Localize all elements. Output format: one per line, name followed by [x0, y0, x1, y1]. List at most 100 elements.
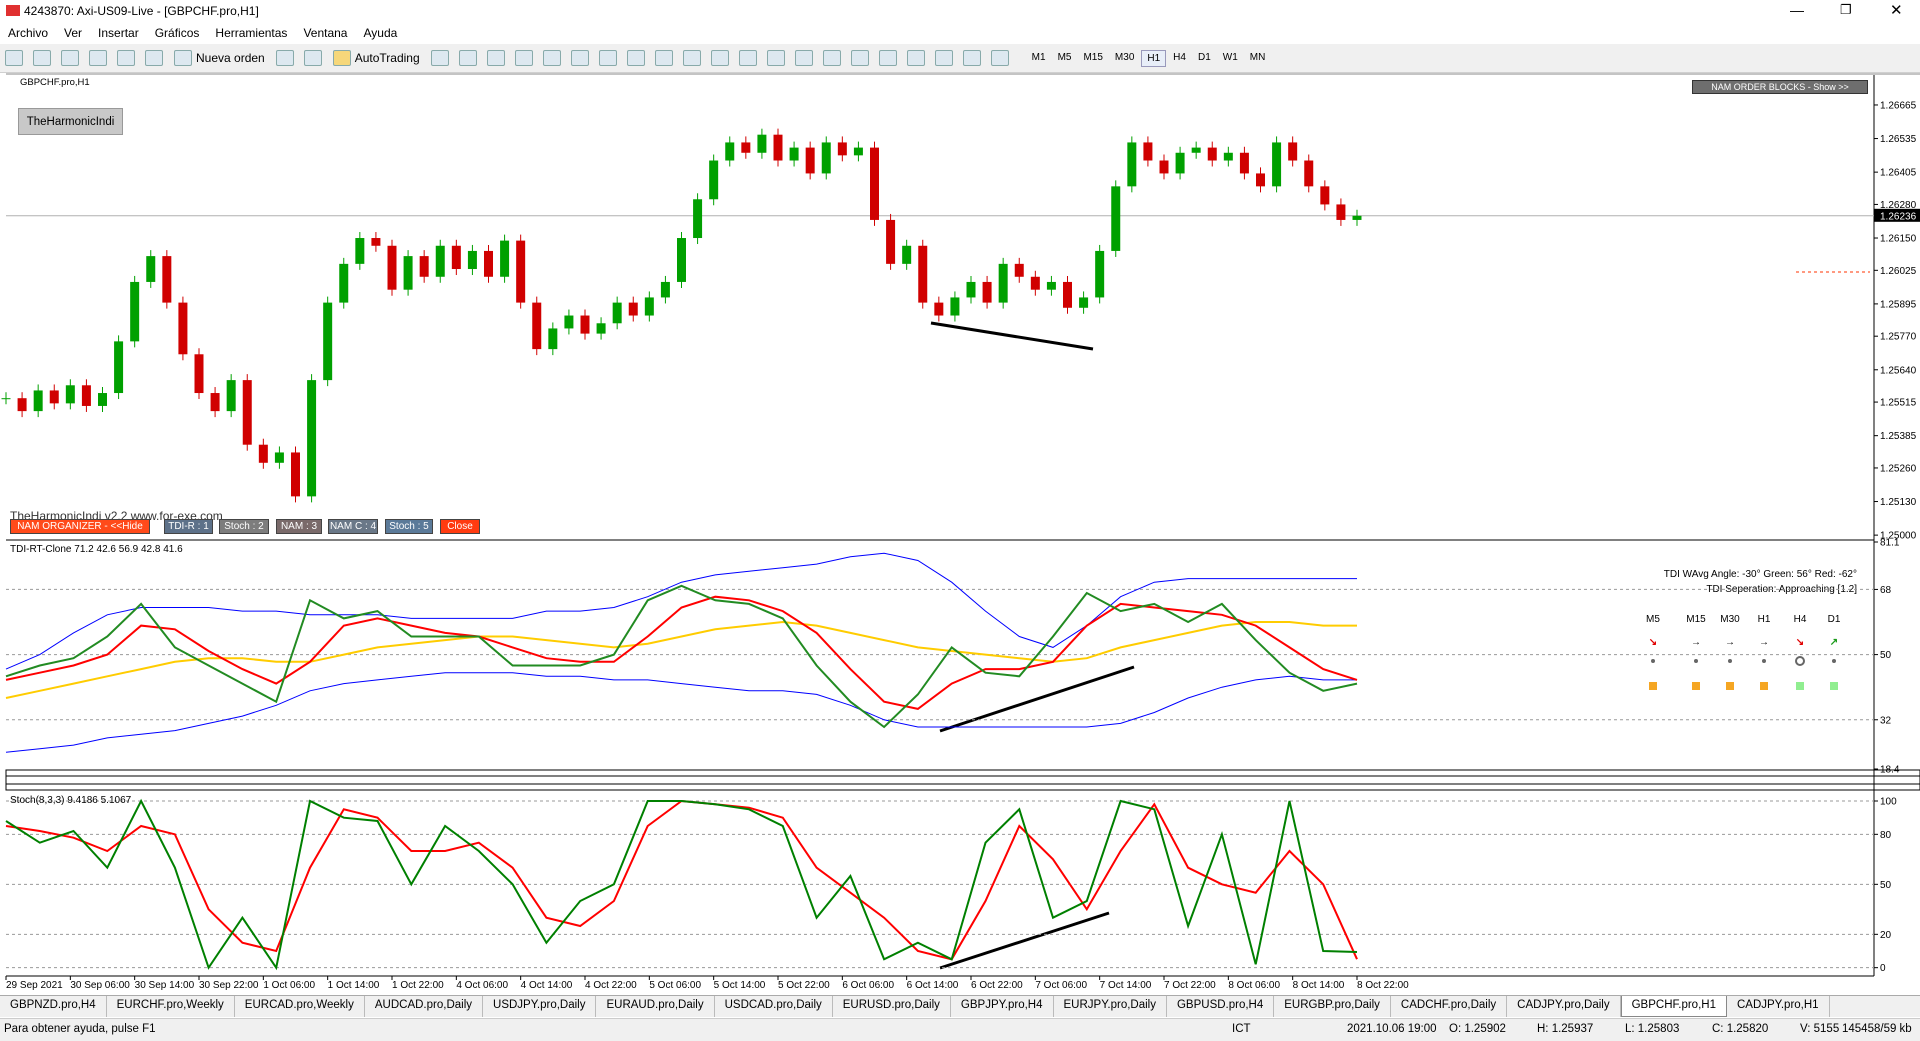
timeframe-button[interactable]: W1 [1222, 51, 1238, 63]
tool-icon[interactable] [990, 50, 1009, 66]
tool-icon[interactable] [145, 50, 163, 66]
order-blocks-button[interactable]: NAM ORDER BLOCKS - Show >> [1692, 80, 1868, 94]
candle [1046, 281, 1056, 290]
chart-tab[interactable]: CADJPY.pro,H1 [1727, 996, 1830, 1017]
overlay-button[interactable]: NAM C : 4 [328, 519, 378, 534]
menu-item[interactable]: Ayuda [363, 26, 398, 40]
tool-icon[interactable] [962, 50, 981, 66]
timeframe-button[interactable]: H4 [1173, 51, 1186, 63]
chart-tab[interactable]: AUDCAD.pro,Daily [365, 996, 484, 1017]
menu-item[interactable]: Ver [64, 26, 83, 40]
tool-icon[interactable] [710, 50, 729, 66]
timeframe-button[interactable]: M1 [1031, 51, 1046, 63]
bar-time: 2021.10.06 19:00 [1347, 1023, 1437, 1035]
tool-icon[interactable] [738, 50, 757, 66]
menu-item[interactable]: Archivo [8, 26, 49, 40]
timeframe-button[interactable]: M30 [1114, 51, 1135, 63]
tf-dot [1651, 659, 1655, 663]
tool-icon[interactable] [598, 50, 617, 66]
candle [1223, 152, 1233, 161]
timeframe-button[interactable]: D1 [1197, 51, 1211, 63]
new-order-button[interactable]: Nueva orden [168, 48, 271, 68]
overlay-button[interactable]: TDI-R : 1 [164, 519, 213, 534]
timeframe-button[interactable]: H1 [1141, 49, 1167, 67]
tool-icon[interactable] [33, 50, 51, 66]
chart-tab[interactable]: USDCAD.pro,Daily [715, 996, 833, 1017]
chart-tab[interactable]: GBPUSD.pro,H4 [1167, 996, 1275, 1017]
chart-tab[interactable]: EURAUD.pro,Daily [596, 996, 715, 1017]
tool-icon[interactable] [89, 50, 107, 66]
candle [242, 380, 252, 445]
overlay-button[interactable]: NAM ORGANIZER - <<Hide [10, 519, 150, 534]
timeframe-button[interactable]: M15 [1083, 51, 1103, 63]
chart-tab[interactable]: EURCAD.pro,Weekly [235, 996, 365, 1017]
menu-item[interactable]: Insertar [98, 26, 139, 40]
chart-tab[interactable]: EURGBP.pro,Daily [1274, 996, 1391, 1017]
tool-icon[interactable] [5, 50, 23, 66]
autotrading-button[interactable]: AutoTrading [327, 48, 426, 68]
tool-icon[interactable] [766, 50, 785, 66]
chart-tab[interactable]: GBPCHF.pro,H1 [1620, 996, 1727, 1017]
overlay-button[interactable]: Stoch : 5 [385, 519, 433, 534]
tool-icon[interactable] [303, 50, 322, 66]
tool-icon[interactable] [794, 50, 813, 66]
timeframe-button[interactable]: M5 [1057, 51, 1072, 63]
chart-tab[interactable]: EURCHF.pro,Weekly [107, 996, 235, 1017]
tool-icon[interactable] [458, 50, 477, 66]
chart-tab[interactable]: EURUSD.pro,Daily [833, 996, 951, 1017]
tool-icon[interactable] [878, 50, 897, 66]
tool-icon[interactable] [117, 50, 135, 66]
harmonic-button[interactable]: TheHarmonicIndi [18, 108, 123, 135]
candle [1336, 204, 1346, 220]
tf-arrow: → [1725, 637, 1735, 648]
menu-item[interactable]: Ventana [303, 26, 348, 40]
menu-item[interactable]: Herramientas [215, 26, 288, 40]
x-tick-label: 1 Oct 06:00 [263, 980, 315, 991]
minimize[interactable]: — [1790, 2, 1804, 18]
tool-icon[interactable] [906, 50, 925, 66]
tool-icon[interactable] [682, 50, 701, 66]
overlay-button[interactable]: Stoch : 2 [219, 519, 269, 534]
tool-icon[interactable] [570, 50, 589, 66]
tool-icon[interactable] [850, 50, 869, 66]
close[interactable]: ✕ [1890, 2, 1903, 19]
chart-tab[interactable]: EURJPY.pro,Daily [1054, 996, 1167, 1017]
tool-icon[interactable] [275, 50, 294, 66]
y-tick-label: 0 [1880, 963, 1886, 974]
overlay-button[interactable]: Close [440, 519, 480, 534]
chart-tab[interactable]: CADCHF.pro,Daily [1391, 996, 1508, 1017]
tool-icon[interactable] [61, 50, 79, 66]
timeframe-button[interactable]: MN [1249, 51, 1266, 63]
x-tick-label: 5 Oct 22:00 [778, 980, 830, 991]
tool-icon[interactable] [626, 50, 645, 66]
candle [644, 297, 654, 316]
chart-tab[interactable]: USDJPY.pro,Daily [483, 996, 597, 1017]
y-tick-label: 100 [1880, 797, 1897, 808]
tool-icon[interactable] [430, 50, 449, 66]
tool-icon[interactable] [654, 50, 673, 66]
overlay-button[interactable]: NAM : 3 [276, 519, 322, 534]
x-tick-label: 4 Oct 06:00 [456, 980, 508, 991]
candle [950, 297, 960, 316]
candle [355, 238, 365, 264]
indicator-line [5, 798, 1358, 971]
chart-tab[interactable]: GBPNZD.pro,H4 [0, 996, 107, 1017]
candle [1079, 297, 1089, 308]
candle [1352, 215, 1362, 220]
tool-icon[interactable] [486, 50, 505, 66]
chart-tab[interactable]: GBPJPY.pro,H4 [951, 996, 1054, 1017]
x-tick-label: 8 Oct 22:00 [1357, 980, 1409, 991]
tool-icon[interactable] [934, 50, 953, 66]
menu-item[interactable]: Gráficos [154, 26, 200, 40]
candle [773, 134, 783, 161]
tool-icon[interactable] [822, 50, 841, 66]
maximize[interactable]: ❐ [1840, 2, 1852, 17]
tool-icon[interactable] [514, 50, 533, 66]
chart-tab[interactable]: CADJPY.pro,Daily [1507, 996, 1621, 1017]
panel-title: TDI-RT-Clone 71.2 42.6 56.9 42.8 41.6 [10, 544, 183, 555]
candle [628, 302, 638, 316]
candle [886, 219, 896, 264]
tool-icon[interactable] [542, 50, 561, 66]
candle [291, 452, 300, 497]
tf-arrow: → [1759, 637, 1769, 648]
